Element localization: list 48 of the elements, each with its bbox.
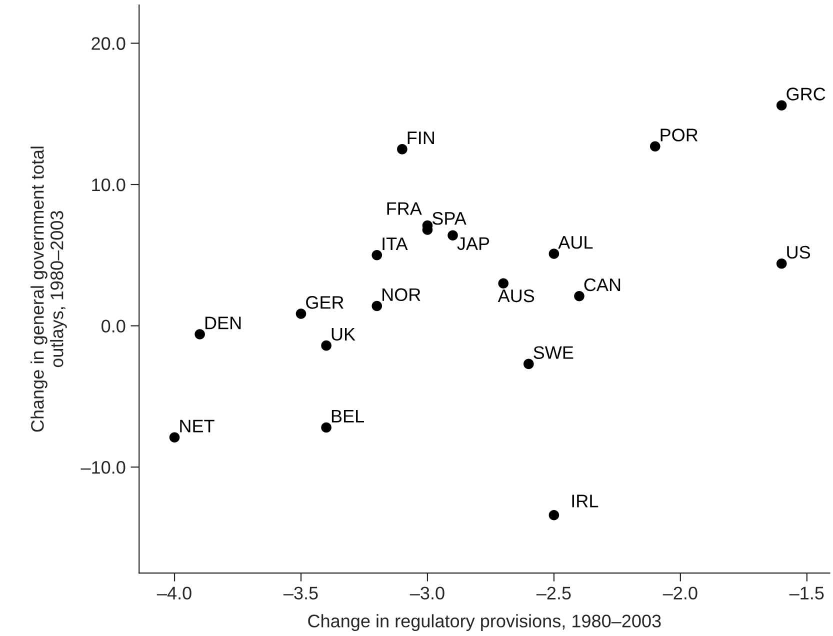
point: [524, 358, 534, 370]
point: [498, 278, 509, 289]
point: [296, 308, 306, 319]
data-label: CAN: [584, 278, 620, 292]
data-label: GER: [306, 296, 344, 309]
point: [194, 329, 205, 340]
point: [397, 144, 408, 154]
data-label: UK: [332, 328, 356, 341]
point: [650, 141, 660, 152]
data-label: JAP: [457, 237, 490, 250]
data-label: FRA: [387, 202, 422, 215]
point: [372, 250, 382, 260]
x-axis-title: Change in regulatory provisions, 1980–2003: [308, 614, 661, 632]
point: [574, 290, 584, 302]
x-tick-label: –2.5: [536, 586, 571, 600]
data-label: AUL: [558, 236, 593, 249]
x-tick-label: –1.5: [789, 586, 824, 600]
y-tick-label: 20.0: [92, 37, 126, 50]
point: [372, 300, 382, 312]
data-label: POR: [660, 128, 698, 142]
y-tick-label: –10.0: [80, 461, 126, 474]
point: [776, 258, 787, 269]
data-label: NET: [180, 420, 214, 432]
x-tick-label: –4.0: [156, 586, 192, 600]
data-label: AUS: [498, 289, 534, 302]
point: [169, 432, 180, 443]
data-label: FIN: [408, 132, 434, 144]
data-label: US: [787, 246, 810, 259]
point: [548, 510, 560, 520]
data-label: SPA: [432, 212, 466, 225]
data-label: SWE: [534, 346, 574, 359]
point: [448, 230, 458, 241]
point: [321, 422, 332, 433]
data-label: ITA: [382, 238, 408, 250]
x-tick-label: –3.5: [283, 586, 318, 600]
data-label: DEN: [205, 316, 241, 330]
data-label: NOR: [382, 288, 420, 302]
y-axis-title: Change in general government total outlays, 1980–2003: [30, 146, 67, 432]
data-label: IRL: [572, 494, 598, 508]
point: [321, 340, 332, 351]
data-label: GRC: [786, 88, 826, 100]
point: [776, 100, 787, 111]
y-tick-label: 10.0: [92, 178, 126, 192]
data-label: BEL: [332, 410, 364, 422]
point: [548, 248, 560, 259]
y-tick-label: 0.0: [102, 320, 126, 333]
x-tick-label: –3.0: [410, 586, 444, 600]
x-tick-label: –2.0: [662, 586, 698, 600]
